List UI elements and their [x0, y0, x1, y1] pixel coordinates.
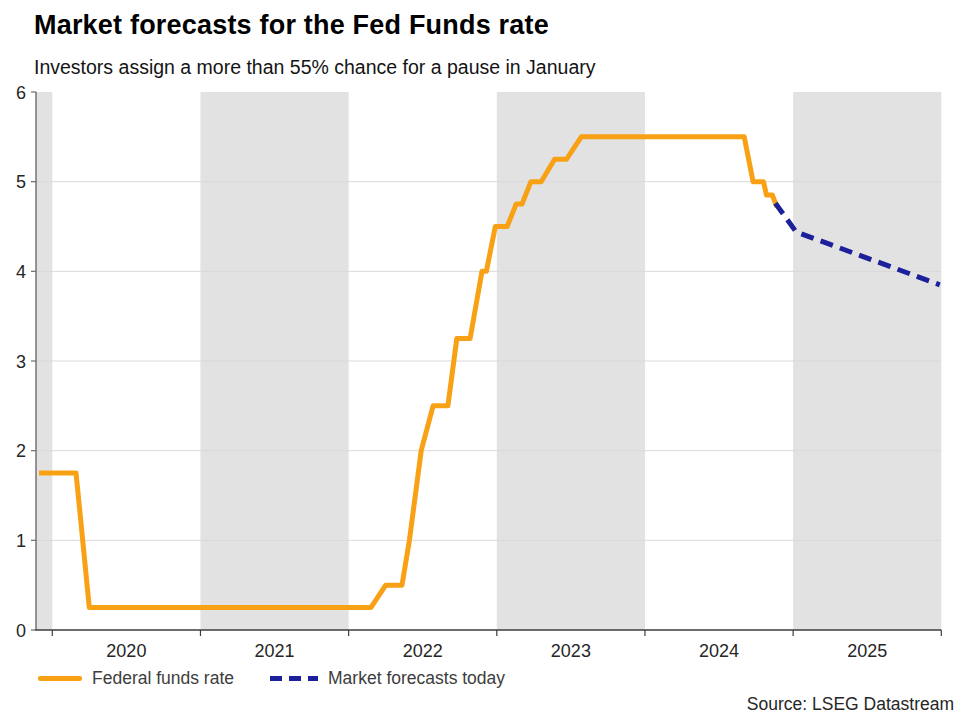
- x-tick-label: 2024: [699, 641, 739, 661]
- chart-subtitle: Investors assign a more than 55% chance …: [34, 56, 596, 79]
- y-tick-label: 2: [16, 441, 26, 461]
- x-tick-label: 2020: [106, 641, 146, 661]
- chart-page: 0 1 2 3 4 5 6 2020 2021 2022 2023 2024 2025 Market f…: [0, 0, 960, 720]
- y-tick-label: 4: [16, 262, 26, 282]
- chart-canvas: 0 1 2 3 4 5 6 2020 2021 2022 2023 2024 2025: [0, 0, 960, 720]
- series-line-federal-funds-rate: [39, 137, 777, 608]
- y-tick-label: 0: [16, 621, 26, 641]
- chart-title: Market forecasts for the Fed Funds rate: [34, 10, 549, 41]
- y-tick-label: 3: [16, 352, 26, 372]
- solid-line-swatch-icon: [38, 676, 82, 681]
- x-tick-label: 2025: [847, 641, 887, 661]
- legend-item-federal-funds-rate: Federal funds rate: [38, 668, 234, 689]
- legend-item-market-forecasts: Market forecasts today: [270, 668, 505, 689]
- y-tick-label: 5: [16, 172, 26, 192]
- y-tick-label: 6: [16, 83, 26, 103]
- x-tick-label: 2023: [551, 641, 591, 661]
- x-tick-label: 2022: [403, 641, 443, 661]
- legend: Federal funds rate Market forecasts toda…: [38, 668, 505, 689]
- legend-label-market-forecasts: Market forecasts today: [328, 668, 505, 689]
- y-tick-label: 1: [16, 531, 26, 551]
- dashed-line-swatch-icon: [270, 676, 318, 681]
- legend-label-federal-funds-rate: Federal funds rate: [92, 668, 234, 689]
- source-attribution: Source: LSEG Datastream: [747, 694, 954, 715]
- x-tick-label: 2021: [255, 641, 295, 661]
